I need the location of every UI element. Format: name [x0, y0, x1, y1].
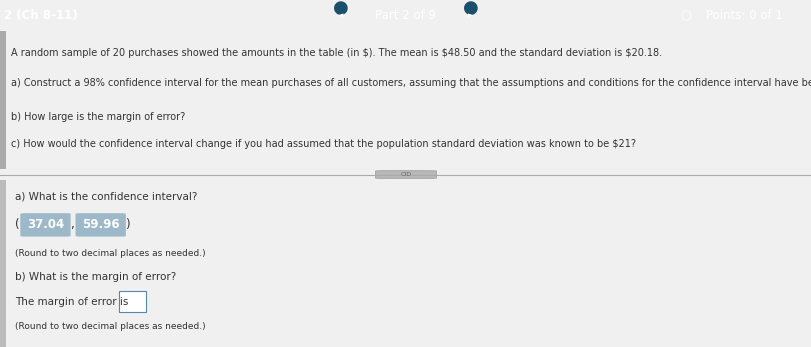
Text: Part 2 of 9: Part 2 of 9	[375, 9, 436, 22]
FancyBboxPatch shape	[20, 213, 71, 237]
Text: ►: ►	[468, 12, 473, 18]
Text: ◄: ◄	[338, 12, 343, 18]
Bar	[0, 31, 6, 169]
Text: 37.04: 37.04	[27, 218, 64, 231]
FancyBboxPatch shape	[375, 171, 436, 178]
Text: a) What is the confidence interval?: a) What is the confidence interval?	[15, 192, 197, 202]
Text: c) How would the confidence interval change if you had assumed that the populati: c) How would the confidence interval cha…	[11, 139, 635, 149]
Bar	[0, 180, 6, 347]
Text: (Round to two decimal places as needed.): (Round to two decimal places as needed.)	[15, 249, 205, 258]
Text: The margin of error is: The margin of error is	[15, 297, 128, 307]
Text: (: (	[15, 218, 19, 231]
Text: ●: ●	[333, 0, 349, 17]
Text: ○: ○	[680, 9, 691, 22]
Text: CID: CID	[400, 172, 411, 177]
Text: (Round to two decimal places as needed.): (Round to two decimal places as needed.)	[15, 322, 205, 331]
FancyBboxPatch shape	[75, 213, 126, 237]
Text: Points: 0 of 1: Points: 0 of 1	[706, 9, 783, 22]
Text: ): )	[125, 218, 130, 231]
Text: ●: ●	[462, 0, 478, 17]
Text: a) Construct a 98% confidence interval for the mean purchases of all customers, : a) Construct a 98% confidence interval f…	[11, 78, 811, 88]
FancyBboxPatch shape	[118, 291, 146, 312]
Text: 2 (Ch 8-11): 2 (Ch 8-11)	[4, 9, 78, 22]
Text: 59.96: 59.96	[82, 218, 119, 231]
Text: A random sample of 20 purchases showed the amounts in the table (in $). The mean: A random sample of 20 purchases showed t…	[11, 48, 661, 58]
Text: b) What is the margin of error?: b) What is the margin of error?	[15, 272, 176, 282]
Text: ,: ,	[70, 218, 74, 231]
Text: b) How large is the margin of error?: b) How large is the margin of error?	[11, 112, 185, 121]
